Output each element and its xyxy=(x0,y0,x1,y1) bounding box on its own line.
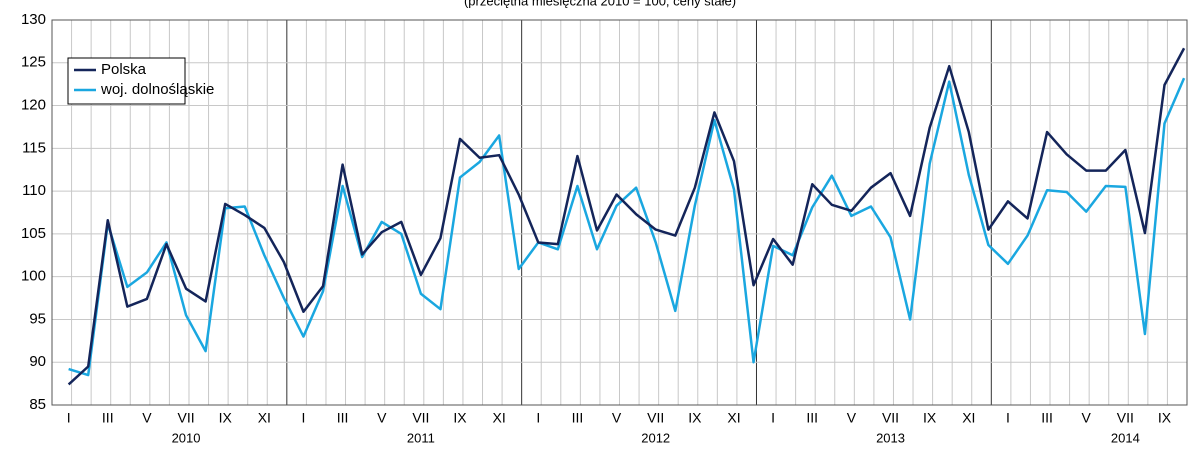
x-tick-label: III xyxy=(102,410,114,426)
legend-label: woj. dolnośląskie xyxy=(100,81,214,98)
x-tick-label: VII xyxy=(177,410,194,426)
x-tick-label: XI xyxy=(727,410,740,426)
x-tick-label: XI xyxy=(493,410,506,426)
y-tick-label: 125 xyxy=(21,54,46,71)
x-tick-label: IX xyxy=(688,410,702,426)
legend-label: Polska xyxy=(101,61,147,78)
x-tick-label: V xyxy=(847,410,857,426)
y-tick-label: 105 xyxy=(21,225,46,242)
x-tick-label: III xyxy=(337,410,349,426)
x-tick-label: III xyxy=(806,410,818,426)
y-tick-label: 90 xyxy=(29,353,46,370)
series-line xyxy=(67,47,1186,386)
x-tick-label: III xyxy=(1041,410,1053,426)
y-tick-label: 130 xyxy=(21,11,46,28)
chart-subtitle: (przeciętna miesięczna 2010 = 100; ceny … xyxy=(464,0,736,8)
legend-box xyxy=(67,57,186,105)
x-tick-label: V xyxy=(142,410,152,426)
x-tick-label: IX xyxy=(219,410,233,426)
y-tick-label: 120 xyxy=(21,97,46,114)
x-tick-label: XI xyxy=(258,410,271,426)
year-label: 2012 xyxy=(641,430,670,445)
y-tick-label: 110 xyxy=(22,182,46,199)
x-tick-label: I xyxy=(302,410,306,426)
x-tick-label: VII xyxy=(882,410,899,426)
plot-border xyxy=(51,19,1188,406)
x-tick-label: I xyxy=(1006,410,1010,426)
x-tick-label: VII xyxy=(412,410,429,426)
series-line xyxy=(68,77,1186,377)
x-tick-label: V xyxy=(612,410,622,426)
y-tick-label: 85 xyxy=(29,396,46,413)
year-label: 2014 xyxy=(1111,430,1140,445)
y-tick-label: 115 xyxy=(22,139,46,156)
x-tick-label: I xyxy=(67,410,71,426)
year-label: 2011 xyxy=(407,430,435,445)
year-label: 2010 xyxy=(172,430,201,445)
y-tick-label: 95 xyxy=(29,310,46,327)
year-label: 2013 xyxy=(876,430,905,445)
x-tick-label: IX xyxy=(453,410,467,426)
x-tick-label: III xyxy=(572,410,584,426)
x-tick-label: XI xyxy=(962,410,975,426)
x-tick-label: V xyxy=(1082,410,1092,426)
x-tick-label: IX xyxy=(1158,410,1172,426)
x-tick-label: V xyxy=(377,410,387,426)
x-tick-label: VII xyxy=(1117,410,1134,426)
y-tick-label: 100 xyxy=(21,268,46,285)
x-tick-label: VII xyxy=(647,410,664,426)
x-tick-label: IX xyxy=(923,410,937,426)
x-tick-label: I xyxy=(771,410,775,426)
x-tick-label: I xyxy=(536,410,540,426)
